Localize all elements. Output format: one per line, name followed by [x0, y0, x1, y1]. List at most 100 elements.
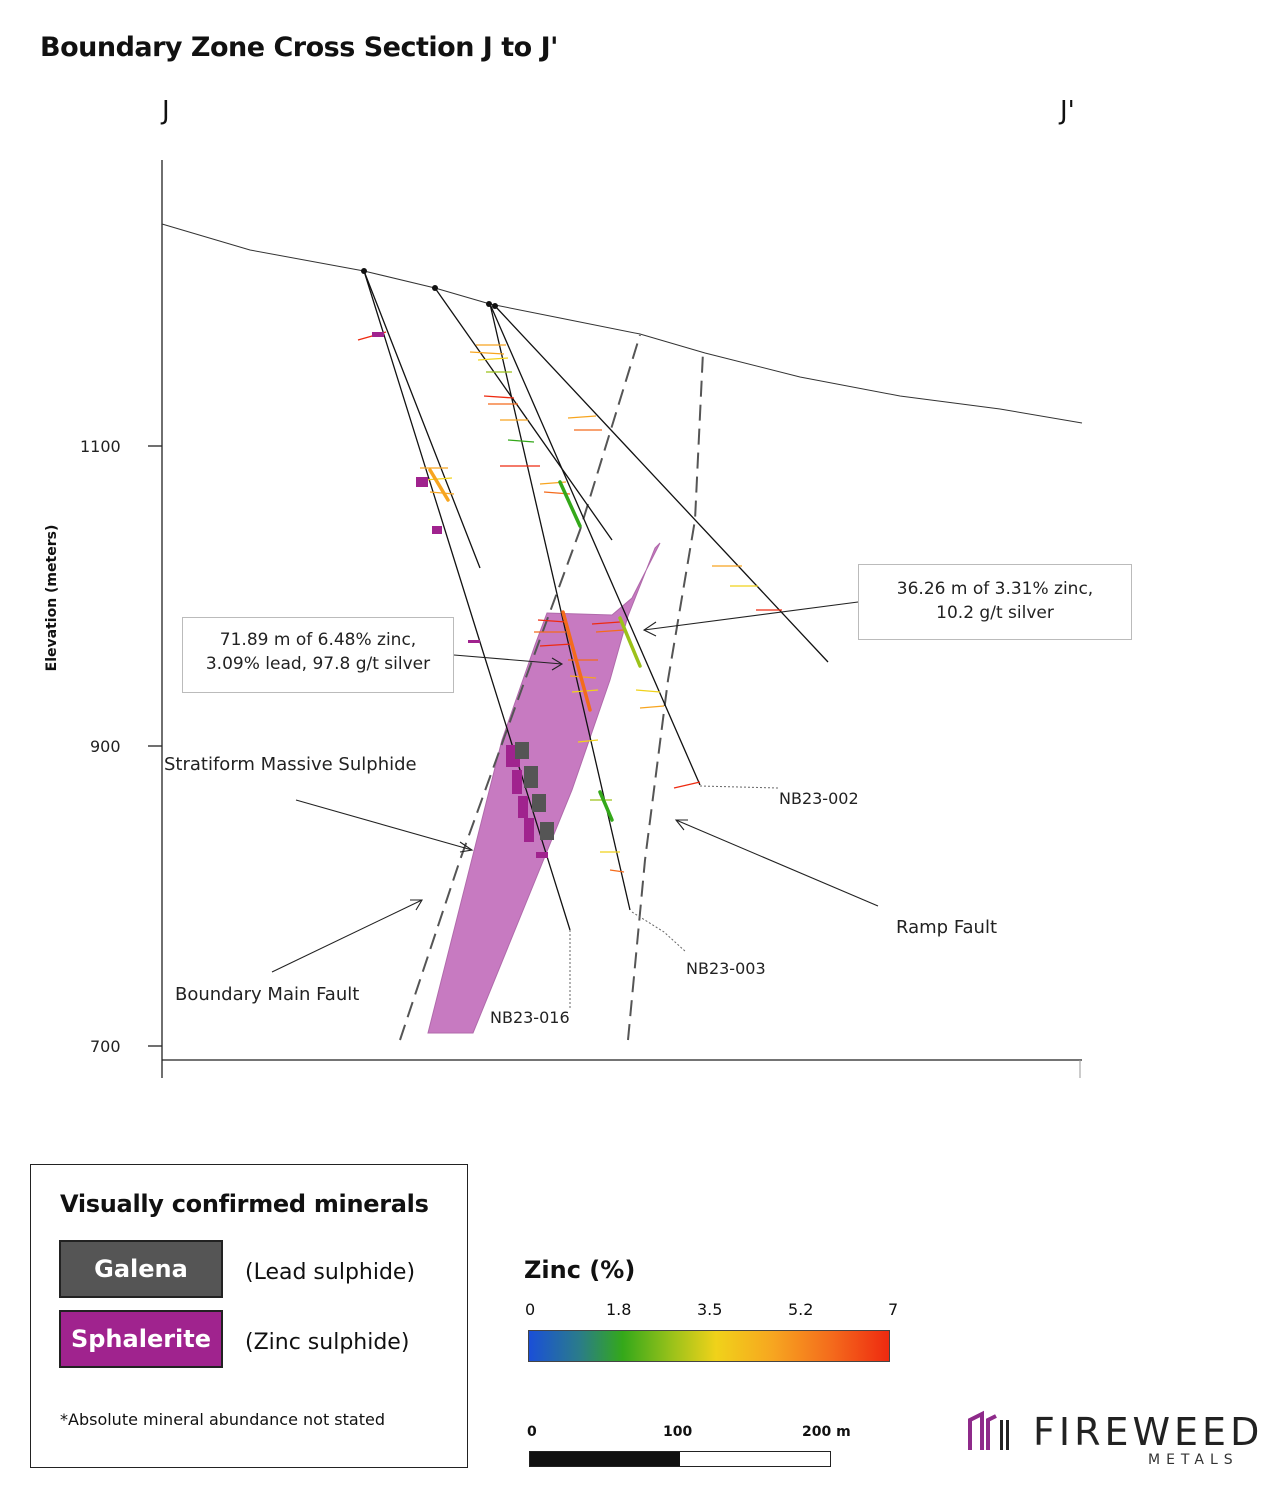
- collar-point: [486, 301, 492, 307]
- scale-tick: 100: [663, 1424, 693, 1440]
- galena-block: [532, 794, 546, 812]
- leader-nb23-003: [631, 911, 687, 953]
- assay-hatch: [591, 621, 621, 625]
- callout-arrows: [271, 601, 879, 973]
- drillhole-label-nb23-003: NB23-003: [686, 959, 766, 978]
- y-tick-1100: 1100: [80, 437, 121, 456]
- callout-nb23-016-intercept: 71.89 m of 6.48% zinc, 3.09% lead, 97.8 …: [182, 617, 454, 693]
- ramp-fault: [627, 351, 704, 1041]
- galena-swatch: Galena: [59, 1240, 223, 1298]
- assay-hatch: [569, 675, 597, 679]
- assay-hatch: [635, 689, 661, 693]
- sphalerite-block: [416, 477, 428, 487]
- assay-hatch: [567, 415, 597, 419]
- legend-note: *Absolute mineral abundance not stated: [60, 1410, 385, 1429]
- sphalerite-block: [372, 332, 384, 337]
- y-axis-title: Elevation (meters): [44, 524, 60, 672]
- topography-line: [161, 223, 1083, 424]
- callout-nb23-002-intercept: 36.26 m of 3.31% zinc, 10.2 g/t silver: [858, 564, 1132, 640]
- galena-block: [515, 742, 529, 759]
- collar-point: [432, 285, 438, 291]
- arrow-callout-b: [643, 601, 859, 631]
- stratiform-label: Stratiform Massive Sulphide: [164, 754, 417, 775]
- scale-bar: [529, 1451, 831, 1467]
- callout-line: 71.89 m of 6.48% zinc,: [219, 630, 417, 650]
- drillhole-trace-short: [363, 270, 481, 569]
- logo-wordmark: FIREWEED: [1033, 1410, 1264, 1454]
- sphalerite-description: (Zinc sulphide): [245, 1330, 410, 1355]
- assay-hatch: [595, 629, 625, 633]
- arrowhead: [674, 819, 688, 831]
- interval-lower-green: [598, 790, 614, 822]
- legend-title: Visually confirmed minerals: [60, 1190, 429, 1218]
- drillhole-label-nb23-002: NB23-002: [779, 789, 859, 808]
- callout-line: 10.2 g/t silver: [936, 603, 1054, 623]
- zinc-assay-hatches: [357, 331, 782, 873]
- ramp-fault-label: Ramp Fault: [896, 917, 998, 938]
- scale-tick: 200 m: [802, 1424, 851, 1440]
- sphalerite-block: [518, 796, 528, 818]
- sphalerite-block: [512, 770, 522, 794]
- arrowhead: [551, 657, 564, 671]
- galena-block: [540, 822, 554, 840]
- sphalerite-block: [432, 526, 442, 534]
- arrowhead: [459, 841, 474, 853]
- high-grade-intervals: [428, 468, 642, 822]
- mineral-blocks: [372, 332, 554, 858]
- callout-line: 3.09% lead, 97.8 g/t silver: [205, 654, 431, 674]
- drillhole-trace-mid: [434, 287, 613, 541]
- assay-hatch: [577, 739, 599, 743]
- arrow-stratiform: [295, 799, 473, 851]
- assay-hatch: [609, 869, 625, 873]
- interval-nb23-016: [561, 610, 592, 712]
- arrowhead: [642, 621, 657, 637]
- sphalerite-block: [524, 818, 534, 842]
- drillhole-label-nb23-016: NB23-016: [490, 1008, 570, 1027]
- collar-point: [492, 303, 498, 309]
- assay-hatch: [469, 351, 505, 355]
- zinc-tick: 0: [525, 1300, 536, 1319]
- assay-hatch: [537, 619, 567, 623]
- sphalerite-block: [468, 640, 480, 643]
- section-end-label: J': [1060, 96, 1075, 126]
- interval-nb23-002: [618, 616, 642, 668]
- interval-upper-green: [558, 480, 582, 528]
- zinc-scale-title: Zinc (%): [524, 1256, 636, 1284]
- zinc-color-ramp: [528, 1330, 890, 1362]
- assay-hatch: [477, 357, 509, 361]
- boundary-fault-label: Boundary Main Fault: [175, 984, 360, 1005]
- drillhole-collars: [361, 268, 498, 309]
- scale-bar-fill: [530, 1452, 680, 1466]
- galena-block: [524, 766, 538, 788]
- sphalerite-swatch: Sphalerite: [59, 1310, 223, 1368]
- arrowhead: [410, 899, 423, 911]
- drillhole-trace-nb23-002: [489, 303, 701, 786]
- massive-sulphide-body: [427, 542, 661, 1034]
- zinc-tick: 7: [888, 1300, 899, 1319]
- assay-hatch: [423, 477, 453, 481]
- zinc-tick: 5.2: [788, 1300, 814, 1319]
- zinc-tick: 3.5: [697, 1300, 723, 1319]
- galena-description: (Lead sulphide): [245, 1260, 416, 1285]
- section-start-label: J: [162, 96, 170, 126]
- page-title: Boundary Zone Cross Section J to J': [40, 32, 558, 63]
- y-tick-700: 700: [90, 1037, 121, 1056]
- logo-subtitle: METALS: [1148, 1452, 1239, 1468]
- assay-hatch: [639, 705, 665, 709]
- drillhole-trace-east: [494, 305, 829, 663]
- leader-nb23-002: [699, 785, 779, 789]
- assay-hatch: [673, 781, 701, 789]
- boundary-main-fault: [399, 334, 641, 1041]
- arrow-callout-a: [453, 654, 563, 665]
- scale-tick: 0: [527, 1424, 537, 1440]
- zinc-tick: 1.8: [606, 1300, 632, 1319]
- assay-hatch: [539, 643, 573, 647]
- y-tick-900: 900: [90, 737, 121, 756]
- interval-upper-orange: [428, 468, 450, 502]
- drillhole-traces: [363, 270, 829, 931]
- sphalerite-block: [536, 852, 548, 858]
- collar-point: [361, 268, 367, 274]
- assay-hatch: [483, 395, 515, 399]
- arrow-boundary-fault: [271, 899, 423, 973]
- drillhole-leaders: [569, 785, 779, 1008]
